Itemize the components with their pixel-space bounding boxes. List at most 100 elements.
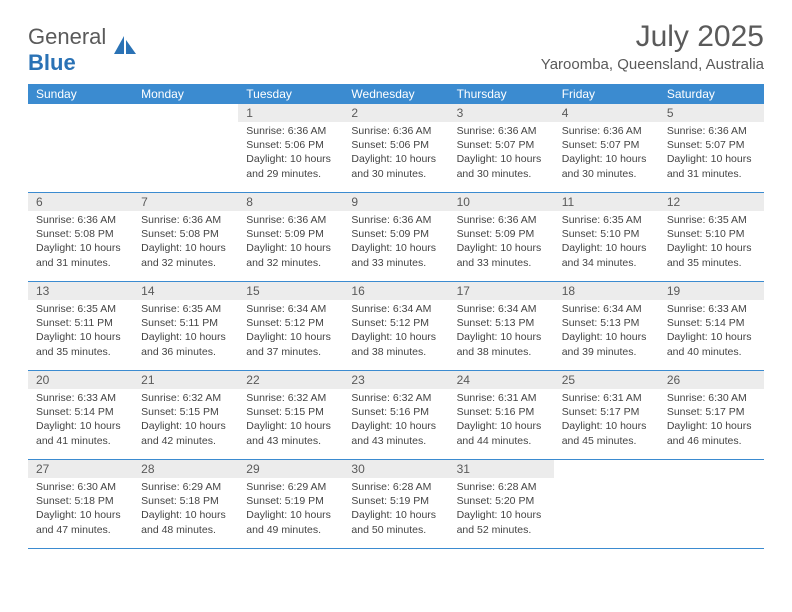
day-number: 14 (133, 282, 238, 300)
day-info: Sunrise: 6:36 AMSunset: 5:08 PMDaylight:… (28, 211, 133, 274)
calendar-day-cell: 8Sunrise: 6:36 AMSunset: 5:09 PMDaylight… (238, 193, 343, 281)
day-info: Sunrise: 6:36 AMSunset: 5:07 PMDaylight:… (659, 122, 764, 185)
logo-word-1: General (28, 24, 106, 49)
day-number: 15 (238, 282, 343, 300)
day-number: 7 (133, 193, 238, 211)
day-info: Sunrise: 6:34 AMSunset: 5:12 PMDaylight:… (238, 300, 343, 363)
day-info: Sunrise: 6:29 AMSunset: 5:18 PMDaylight:… (133, 478, 238, 541)
day-info: Sunrise: 6:28 AMSunset: 5:20 PMDaylight:… (449, 478, 554, 541)
calendar-day-cell: 20Sunrise: 6:33 AMSunset: 5:14 PMDayligh… (28, 371, 133, 459)
day-number: 18 (554, 282, 659, 300)
day-number: 8 (238, 193, 343, 211)
day-info: Sunrise: 6:36 AMSunset: 5:09 PMDaylight:… (238, 211, 343, 274)
day-number (554, 460, 659, 464)
day-info: Sunrise: 6:33 AMSunset: 5:14 PMDaylight:… (659, 300, 764, 363)
calendar-day-cell: 31Sunrise: 6:28 AMSunset: 5:20 PMDayligh… (449, 460, 554, 548)
day-number: 17 (449, 282, 554, 300)
calendar-day-cell (659, 460, 764, 548)
calendar-day-cell: 29Sunrise: 6:29 AMSunset: 5:19 PMDayligh… (238, 460, 343, 548)
calendar-week: 13Sunrise: 6:35 AMSunset: 5:11 PMDayligh… (28, 282, 764, 371)
day-info: Sunrise: 6:35 AMSunset: 5:11 PMDaylight:… (28, 300, 133, 363)
day-number (659, 460, 764, 464)
day-number: 22 (238, 371, 343, 389)
calendar-day-cell: 9Sunrise: 6:36 AMSunset: 5:09 PMDaylight… (343, 193, 448, 281)
calendar-day-cell: 23Sunrise: 6:32 AMSunset: 5:16 PMDayligh… (343, 371, 448, 459)
day-number: 31 (449, 460, 554, 478)
day-number: 12 (659, 193, 764, 211)
calendar-day-cell: 12Sunrise: 6:35 AMSunset: 5:10 PMDayligh… (659, 193, 764, 281)
day-info: Sunrise: 6:33 AMSunset: 5:14 PMDaylight:… (28, 389, 133, 452)
page-header: General Blue July 2025 Yaroomba, Queensl… (28, 20, 764, 76)
title-block: July 2025 Yaroomba, Queensland, Australi… (541, 20, 764, 73)
weekday-label: Monday (133, 84, 238, 104)
calendar-day-cell: 24Sunrise: 6:31 AMSunset: 5:16 PMDayligh… (449, 371, 554, 459)
calendar-day-cell: 13Sunrise: 6:35 AMSunset: 5:11 PMDayligh… (28, 282, 133, 370)
calendar-day-cell: 3Sunrise: 6:36 AMSunset: 5:07 PMDaylight… (449, 104, 554, 192)
calendar-week: 6Sunrise: 6:36 AMSunset: 5:08 PMDaylight… (28, 193, 764, 282)
calendar-day-cell (28, 104, 133, 192)
calendar-day-cell: 15Sunrise: 6:34 AMSunset: 5:12 PMDayligh… (238, 282, 343, 370)
weekday-label: Friday (554, 84, 659, 104)
calendar-day-cell (133, 104, 238, 192)
day-info: Sunrise: 6:36 AMSunset: 5:07 PMDaylight:… (554, 122, 659, 185)
day-number: 24 (449, 371, 554, 389)
day-info: Sunrise: 6:36 AMSunset: 5:06 PMDaylight:… (343, 122, 448, 185)
day-info: Sunrise: 6:30 AMSunset: 5:18 PMDaylight:… (28, 478, 133, 541)
day-number: 2 (343, 104, 448, 122)
weekday-label: Saturday (659, 84, 764, 104)
day-info: Sunrise: 6:34 AMSunset: 5:13 PMDaylight:… (449, 300, 554, 363)
day-number: 1 (238, 104, 343, 122)
day-info: Sunrise: 6:35 AMSunset: 5:11 PMDaylight:… (133, 300, 238, 363)
day-number (133, 104, 238, 108)
day-number: 26 (659, 371, 764, 389)
day-number: 9 (343, 193, 448, 211)
calendar-day-cell: 4Sunrise: 6:36 AMSunset: 5:07 PMDaylight… (554, 104, 659, 192)
day-number: 30 (343, 460, 448, 478)
day-number: 16 (343, 282, 448, 300)
day-number: 25 (554, 371, 659, 389)
day-number: 5 (659, 104, 764, 122)
day-number: 10 (449, 193, 554, 211)
calendar-week: 20Sunrise: 6:33 AMSunset: 5:14 PMDayligh… (28, 371, 764, 460)
day-info: Sunrise: 6:34 AMSunset: 5:12 PMDaylight:… (343, 300, 448, 363)
location-text: Yaroomba, Queensland, Australia (541, 56, 764, 73)
day-number: 27 (28, 460, 133, 478)
day-info: Sunrise: 6:34 AMSunset: 5:13 PMDaylight:… (554, 300, 659, 363)
calendar-day-cell: 26Sunrise: 6:30 AMSunset: 5:17 PMDayligh… (659, 371, 764, 459)
day-number: 13 (28, 282, 133, 300)
calendar-day-cell: 19Sunrise: 6:33 AMSunset: 5:14 PMDayligh… (659, 282, 764, 370)
day-number: 19 (659, 282, 764, 300)
day-number: 4 (554, 104, 659, 122)
day-info: Sunrise: 6:29 AMSunset: 5:19 PMDaylight:… (238, 478, 343, 541)
calendar-day-cell: 5Sunrise: 6:36 AMSunset: 5:07 PMDaylight… (659, 104, 764, 192)
calendar-grid: Sunday Monday Tuesday Wednesday Thursday… (28, 84, 764, 549)
calendar-day-cell: 27Sunrise: 6:30 AMSunset: 5:18 PMDayligh… (28, 460, 133, 548)
day-info: Sunrise: 6:32 AMSunset: 5:15 PMDaylight:… (133, 389, 238, 452)
day-info: Sunrise: 6:31 AMSunset: 5:17 PMDaylight:… (554, 389, 659, 452)
weekday-label: Wednesday (343, 84, 448, 104)
day-info: Sunrise: 6:32 AMSunset: 5:16 PMDaylight:… (343, 389, 448, 452)
logo: General Blue (28, 20, 138, 76)
calendar-day-cell: 18Sunrise: 6:34 AMSunset: 5:13 PMDayligh… (554, 282, 659, 370)
day-info: Sunrise: 6:31 AMSunset: 5:16 PMDaylight:… (449, 389, 554, 452)
month-title: July 2025 (541, 20, 764, 54)
calendar-day-cell: 21Sunrise: 6:32 AMSunset: 5:15 PMDayligh… (133, 371, 238, 459)
calendar-day-cell: 17Sunrise: 6:34 AMSunset: 5:13 PMDayligh… (449, 282, 554, 370)
calendar-day-cell: 16Sunrise: 6:34 AMSunset: 5:12 PMDayligh… (343, 282, 448, 370)
calendar-day-cell (554, 460, 659, 548)
day-info: Sunrise: 6:30 AMSunset: 5:17 PMDaylight:… (659, 389, 764, 452)
calendar-day-cell: 1Sunrise: 6:36 AMSunset: 5:06 PMDaylight… (238, 104, 343, 192)
weekday-label: Sunday (28, 84, 133, 104)
day-number: 23 (343, 371, 448, 389)
day-number: 3 (449, 104, 554, 122)
calendar-day-cell: 10Sunrise: 6:36 AMSunset: 5:09 PMDayligh… (449, 193, 554, 281)
day-info: Sunrise: 6:35 AMSunset: 5:10 PMDaylight:… (659, 211, 764, 274)
calendar-day-cell: 7Sunrise: 6:36 AMSunset: 5:08 PMDaylight… (133, 193, 238, 281)
weekday-label: Thursday (449, 84, 554, 104)
calendar-week: 1Sunrise: 6:36 AMSunset: 5:06 PMDaylight… (28, 104, 764, 193)
weeks-container: 1Sunrise: 6:36 AMSunset: 5:06 PMDaylight… (28, 104, 764, 549)
day-number: 29 (238, 460, 343, 478)
sail-icon (112, 34, 138, 61)
day-info: Sunrise: 6:32 AMSunset: 5:15 PMDaylight:… (238, 389, 343, 452)
day-number: 11 (554, 193, 659, 211)
